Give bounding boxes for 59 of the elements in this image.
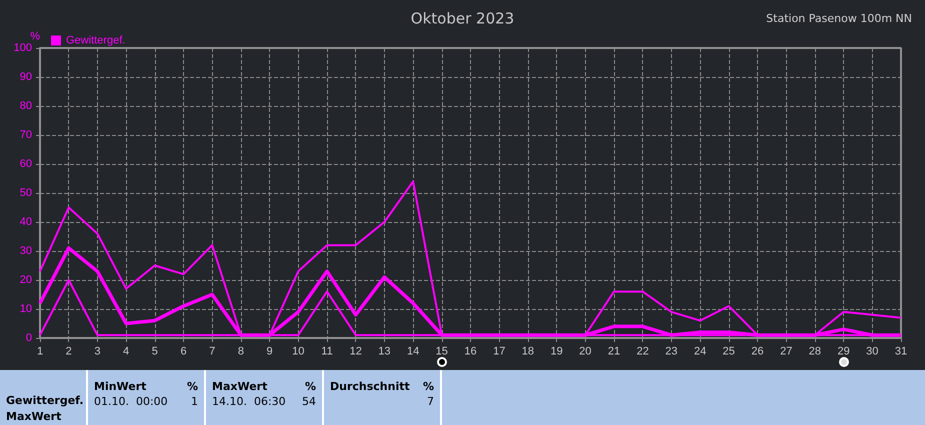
text: 1 — [191, 395, 198, 408]
y-tick-label: 40 — [20, 216, 32, 228]
x-tick-label: 26 — [751, 346, 764, 358]
x-tick-label: 14 — [406, 346, 420, 358]
x-tick-label: 30 — [866, 346, 878, 358]
legend-label: Gewittergef. — [66, 34, 126, 46]
x-tick-label: 2 — [66, 346, 72, 358]
x-tick-label: 25 — [722, 346, 735, 358]
text: Gewittergef. — [6, 394, 84, 407]
x-tick-label: 19 — [550, 346, 563, 358]
chart-subtitle: Station Pasenow 100m NN — [766, 12, 912, 25]
text: % — [422, 380, 434, 393]
x-tick-label: 12 — [350, 346, 362, 358]
x-tick-label: 4 — [123, 346, 130, 358]
x-tick-label: 15 — [436, 346, 448, 358]
x-tick-label: 29 — [837, 346, 850, 358]
chart-title: Oktober 2023 — [410, 10, 514, 28]
text: % — [304, 380, 316, 393]
x-tick-label: 18 — [522, 346, 534, 358]
text: MaxWert — [6, 410, 62, 423]
y-tick-label: 20 — [20, 274, 32, 286]
x-tick-label: 22 — [636, 346, 649, 358]
text: MinWert — [94, 380, 146, 393]
x-tick-label: 13 — [378, 346, 391, 358]
x-tick-label: 9 — [266, 346, 273, 358]
text: MaxWert — [212, 380, 268, 393]
y-tick-label: 60 — [20, 158, 32, 170]
text: % — [186, 380, 198, 393]
y-tick-label: 100 — [14, 42, 32, 54]
y-tick-label: 70 — [20, 129, 32, 141]
text: 01.10. 00:00 — [94, 395, 168, 408]
x-tick-label: 24 — [694, 346, 706, 358]
y-tick-label: 30 — [20, 245, 32, 257]
x-tick-label: 16 — [464, 346, 477, 358]
x-tick-label: 21 — [608, 346, 620, 358]
x-tick-label: 10 — [292, 346, 304, 358]
y-axis-title: % — [30, 30, 40, 42]
text: 7 — [427, 395, 434, 408]
x-tick-label: 20 — [579, 346, 592, 358]
x-tick-label: 27 — [780, 346, 792, 358]
text: 14.10. 06:30 — [212, 395, 286, 408]
x-tick-label: 31 — [894, 346, 908, 358]
x-tick-label: 7 — [209, 346, 216, 358]
x-tick-label: 8 — [238, 346, 244, 358]
y-tick-label: 50 — [20, 187, 32, 199]
y-tick-label: 90 — [20, 71, 32, 83]
x-tick-label: 11 — [321, 346, 333, 358]
x-tick-label: 1 — [36, 346, 44, 358]
x-tick-label: 5 — [152, 346, 158, 358]
x-tick-label: 28 — [808, 346, 822, 358]
y-tick-label: 80 — [20, 100, 32, 112]
x-tick-label: 3 — [94, 346, 100, 358]
y-tick-label: 0 — [26, 332, 32, 344]
x-tick-label: 23 — [665, 346, 678, 358]
y-tick-label: 10 — [20, 303, 32, 315]
x-tick-label: 17 — [493, 346, 506, 358]
text: 54 — [302, 395, 316, 408]
x-tick-label: 6 — [180, 346, 187, 358]
text: Durchschnitt — [330, 380, 410, 393]
